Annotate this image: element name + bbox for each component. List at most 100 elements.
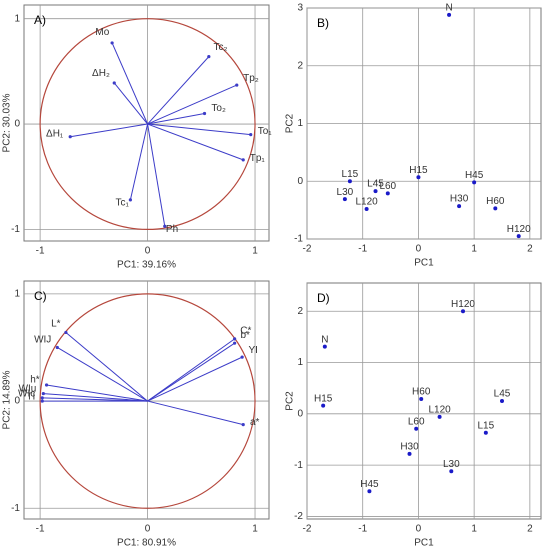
y-axis-title: PC2: 14.89% (2, 370, 13, 429)
x-tick-label: 0 (416, 524, 422, 535)
point-label: L30 (443, 459, 460, 470)
loading-tip (240, 355, 244, 359)
x-tick-label: -2 (303, 524, 312, 535)
y-tick-label: 1 (297, 118, 303, 129)
loading-vector (147, 342, 235, 402)
loading-vector (147, 123, 244, 161)
loading-label: To₁ (258, 126, 273, 137)
score-point (373, 189, 378, 194)
loading-vector (147, 113, 205, 125)
y-tick-label: -2 (294, 511, 303, 522)
loading-label: To₂ (211, 103, 226, 114)
y-tick-label: 1 (297, 357, 303, 368)
loading-label: h* (30, 375, 40, 386)
score-point (416, 175, 421, 180)
loading-tip (202, 111, 207, 116)
loading-tip (40, 399, 44, 403)
x-tick-label: 0 (145, 246, 151, 257)
y-tick-label: 0 (14, 119, 20, 130)
point-label: N (445, 3, 452, 14)
loading-tip (207, 55, 211, 59)
x-tick-label: 0 (145, 524, 151, 535)
loading-tip (249, 132, 253, 137)
loading-vector (57, 347, 148, 402)
loading-label: Tc₁ (115, 197, 129, 208)
panel: -1 0 1 -1 0 1 PC1: 39.16% PC2: 30.03% A) Mo ΔH₂ ΔH₁… (2, 4, 273, 271)
x-tick-label: 1 (471, 524, 477, 535)
loading-label: b* (240, 330, 250, 341)
point-label: H15 (409, 165, 428, 176)
panel-label: A) (34, 13, 46, 27)
plot-frame (306, 282, 542, 520)
score-point (322, 344, 327, 349)
loading-vector (111, 42, 149, 125)
loading-vector (46, 384, 148, 402)
score-point (447, 12, 452, 17)
point-label: H15 (314, 393, 333, 404)
score-point (367, 489, 372, 494)
loading-tip (68, 135, 72, 139)
loading-tip (55, 345, 59, 350)
x-axis-title: PC1 (414, 538, 434, 549)
point-label: L120 (428, 405, 451, 416)
score-point (385, 191, 390, 196)
loading-vector (147, 56, 210, 125)
y-tick-label: 3 (297, 3, 303, 14)
x-tick-label: -1 (36, 246, 45, 257)
loading-vector (43, 393, 148, 402)
y-tick-label: -1 (294, 234, 303, 245)
x-axis-title: PC1: 80.91% (117, 538, 176, 549)
loading-tip (64, 330, 68, 335)
score-point (461, 309, 465, 314)
panel-label: C) (34, 289, 47, 303)
score-point (483, 430, 488, 435)
point-label: H30 (400, 441, 419, 452)
loading-label: WIu (19, 384, 37, 395)
loading-tip (233, 337, 237, 341)
loading-tip (44, 383, 49, 387)
score-point (437, 414, 442, 419)
panel: -2 -1 0 1 2-10123PC1PC2B)NL15L30L45L60L120H1… (285, 3, 542, 269)
point-label: L30 (337, 187, 354, 198)
score-point (457, 204, 462, 209)
loading-vector (42, 397, 148, 402)
x-tick-label: 2 (527, 524, 533, 535)
loading-vector (65, 332, 148, 402)
loading-vector (113, 82, 148, 125)
loading-tip (235, 83, 239, 87)
y-tick-label: 0 (297, 176, 303, 187)
loading-label: Tc₂ (214, 42, 228, 53)
loading-vector (147, 356, 243, 402)
point-label: L45 (367, 179, 384, 190)
x-tick-label: -1 (358, 524, 367, 535)
score-point (419, 396, 424, 401)
loading-tip (128, 198, 132, 202)
point-label: H60 (486, 196, 505, 207)
panel: -1 0 1 -1 0 1 PC1: 80.91% PC2: 14.89% C) L*WIJ C*b… (2, 280, 270, 549)
loading-label: WIJ (34, 335, 51, 346)
loading-label: Tp₁ (250, 153, 266, 164)
loading-label: C* (240, 325, 251, 336)
loading-vector (147, 123, 251, 136)
loading-tip (163, 224, 167, 228)
loading-vector (147, 84, 237, 125)
point-label: H120 (507, 224, 531, 235)
score-point (407, 451, 412, 456)
loading-label: ΔH₂ (92, 68, 110, 79)
y-tick-label: 1 (14, 289, 20, 300)
loading-label: L* (51, 319, 61, 330)
loading-tip (112, 81, 116, 85)
score-point (364, 206, 369, 211)
point-label: L60 (379, 181, 396, 192)
y-axis-title: PC2: 30.03% (2, 93, 13, 152)
score-point (500, 399, 504, 403)
y-tick-label: 0 (14, 396, 20, 407)
loading-vector (147, 400, 244, 426)
x-tick-label: 2 (527, 244, 533, 255)
loading-tip (40, 396, 44, 400)
point-label: L120 (355, 197, 378, 208)
y-tick-label: -1 (294, 460, 303, 471)
score-point (516, 234, 521, 239)
y-tick-label: 2 (297, 306, 303, 317)
score-point (347, 179, 352, 184)
